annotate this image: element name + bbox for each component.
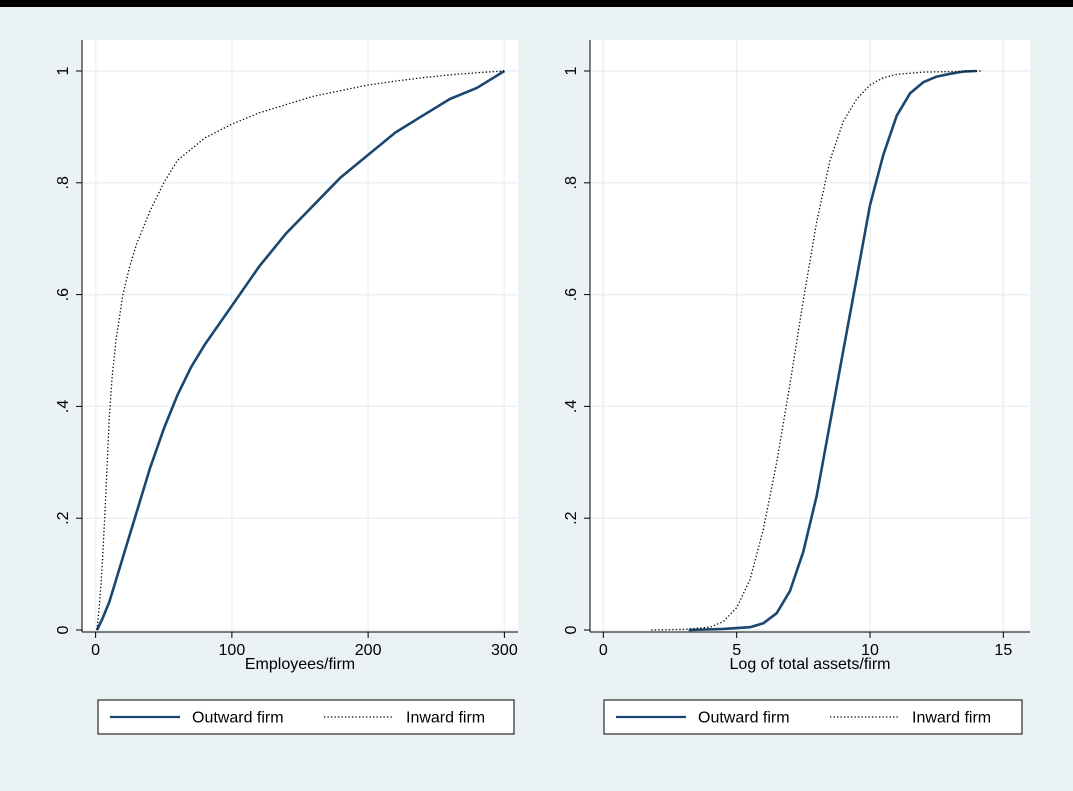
x-axis-title: Log of total assets/firm (730, 656, 891, 673)
series-line-outward-firm (688, 69, 977, 632)
x-tick-label: 10 (861, 642, 879, 659)
y-tick-label: .6 (55, 288, 72, 301)
legend-label-inward-firm: Inward firm (406, 710, 485, 727)
x-tick-label: 0 (91, 642, 100, 659)
y-tick-label: .8 (563, 176, 580, 189)
x-axis-title: Employees/firm (245, 656, 355, 673)
legend: Outward firm Inward firm (603, 699, 1023, 735)
y-tick-label: .6 (563, 288, 580, 301)
legend: Outward firm Inward firm (97, 699, 515, 735)
series-line-outward-firm (95, 69, 506, 631)
x-tick-label: 0 (599, 642, 608, 659)
x-tick-label: 200 (355, 642, 382, 659)
x-tick-label: 100 (219, 642, 246, 659)
chart-panel-1: 0 .2 .4 .6 .8 1 0 100 200 300 Employees/firm Outwar… (55, 40, 518, 735)
chart-canvas: 0.2.4.6.810 100 200 300Employees/firmOutwar… (0, 7, 1073, 791)
y-tick-label: 1 (55, 66, 72, 75)
plot-area (82, 40, 518, 632)
y-tick-label: .8 (55, 176, 72, 189)
y-tick-label: .2 (563, 511, 580, 524)
series-line-inward-firm (96, 70, 505, 631)
legend-label-outward-firm: Outward firm (698, 710, 790, 727)
y-tick-label: .4 (55, 400, 72, 413)
plot-area (590, 40, 1030, 632)
y-tick-label: 0 (563, 625, 580, 634)
legend-label-outward-firm: Outward firm (192, 710, 284, 727)
x-tick-label: 5 (732, 642, 741, 659)
x-tick-label: 300 (491, 642, 518, 659)
x-tick-label: 15 (994, 642, 1012, 659)
y-tick-label: 0 (55, 625, 72, 634)
legend-label-inward-firm: Inward firm (912, 710, 991, 727)
y-tick-label: 1 (563, 66, 580, 75)
top-rule (0, 0, 1073, 7)
y-tick-label: .2 (55, 511, 72, 524)
y-tick-label: .4 (563, 400, 580, 413)
